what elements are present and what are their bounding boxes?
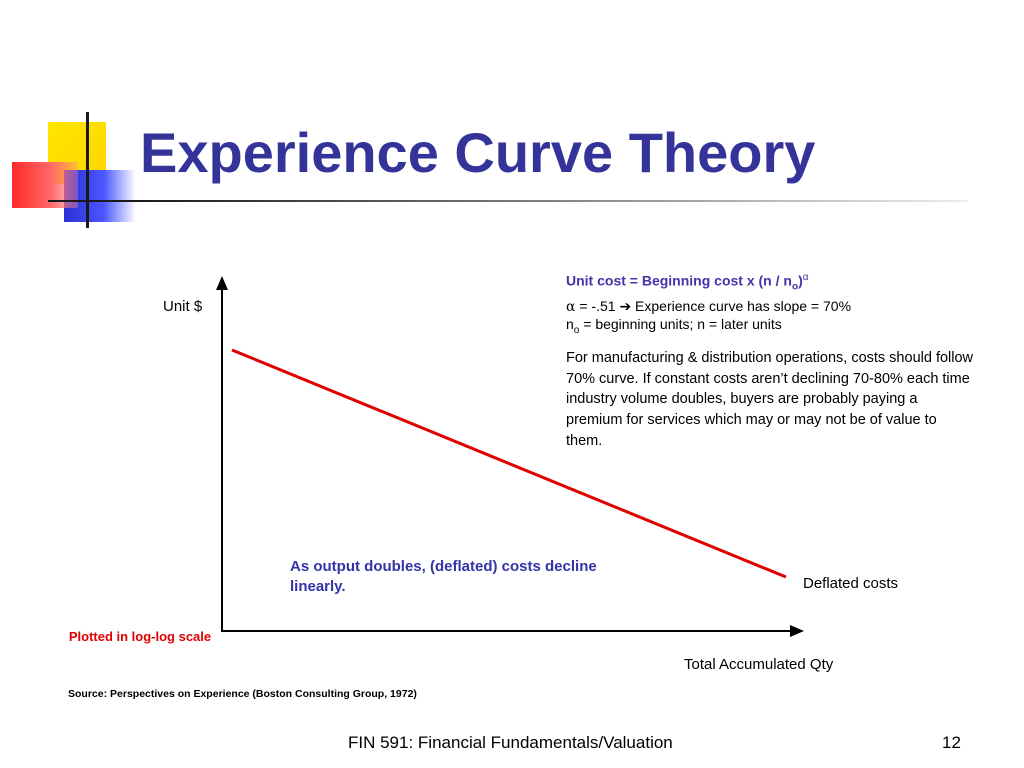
output-note: As output doubles, (deflated) costs decl…: [290, 558, 597, 596]
logo-vertical-line: [86, 112, 89, 228]
alpha-symbol: α: [566, 299, 576, 315]
formula-close: ): [798, 272, 803, 289]
formula-exponent: α: [802, 272, 809, 283]
y-axis-arrow: [216, 276, 228, 290]
alpha-value: = -.51: [575, 298, 620, 314]
slide-title: Experience Curve Theory: [140, 121, 816, 184]
n-definition-line: no = beginning units; n = later units: [566, 316, 782, 336]
x-axis-arrow: [790, 625, 804, 637]
source-citation: Source: Perspectives on Experience (Bost…: [68, 688, 417, 700]
slope-text: Experience curve has slope = 70%: [631, 298, 852, 314]
y-axis-label: Unit $: [163, 298, 203, 315]
footer-course: FIN 591: Financial Fundamentals/Valuatio…: [348, 733, 673, 752]
page-number: 12: [942, 733, 961, 752]
deflated-cost-curve: [231, 348, 787, 579]
x-axis-label: Total Accumulated Qty: [684, 656, 834, 673]
n-subscript: o: [573, 324, 580, 336]
title-underline: [48, 200, 968, 202]
n-definition: = beginning units; n = later units: [579, 316, 782, 332]
alpha-line: α = -.51 ➔ Experience curve has slope = …: [566, 298, 851, 315]
scale-note: Plotted in log-log scale: [68, 629, 212, 644]
formula-subscript: o: [791, 281, 799, 293]
curve-label: Deflated costs: [803, 575, 899, 592]
unit-cost-formula: Unit cost = Beginning cost x (n / no)α: [566, 272, 809, 292]
explanation-paragraph: For manufacturing & distribution operati…: [566, 350, 974, 449]
n-symbol: n: [566, 316, 574, 332]
formula-prefix: Unit cost = Beginning cost x (n / n: [566, 272, 792, 289]
arrow-right-icon: ➔: [619, 298, 632, 314]
